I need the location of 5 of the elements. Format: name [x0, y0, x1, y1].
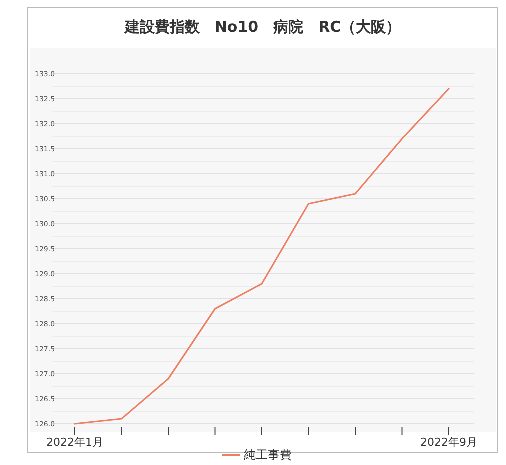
x-tick-label: 2022年1月 [46, 436, 104, 449]
legend-label: 純工事費 [244, 448, 292, 462]
x-tick-label: 2022年9月 [420, 436, 478, 449]
chart-title: 建設費指数 No10 病院 RC（大阪） [124, 18, 402, 36]
line-series [74, 88, 450, 425]
